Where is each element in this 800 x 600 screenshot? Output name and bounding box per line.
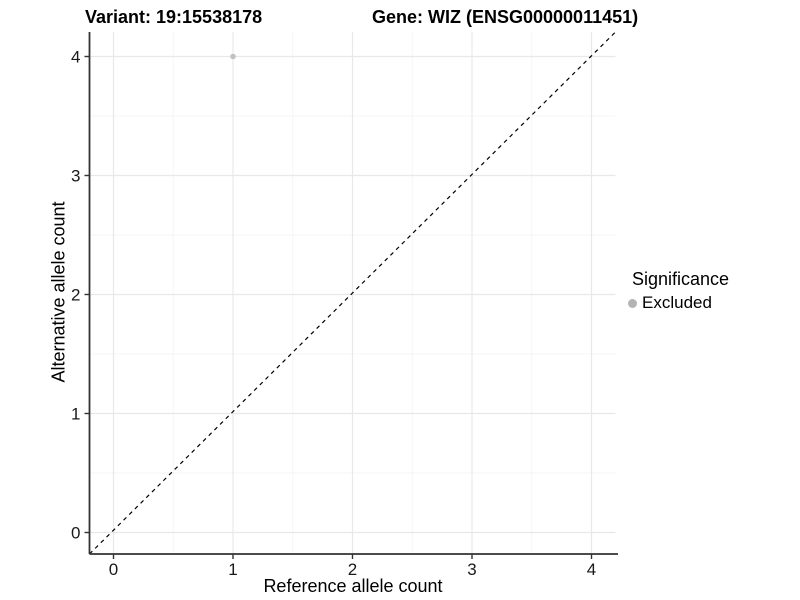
legend-key-dot-icon	[628, 298, 637, 308]
legend-title: Significance	[632, 269, 730, 289]
y-tick-label: 4	[71, 48, 80, 67]
y-tick-label: 1	[71, 405, 80, 424]
legend-entry-excluded: Excluded	[628, 293, 729, 313]
identity-reference-line	[89, 31, 616, 555]
y-tick-label: 0	[71, 524, 80, 543]
y-tick-label: 3	[71, 167, 80, 186]
legend: Significance Excluded	[628, 269, 729, 313]
gene-title: Gene: WIZ (ENSG00000011451)	[372, 7, 639, 27]
y-tick-label: 2	[71, 286, 80, 305]
x-tick-label: 2	[348, 560, 357, 579]
y-axis-label: Alternative allele count	[48, 201, 69, 383]
x-tick-label: 4	[587, 560, 596, 579]
x-tick-label: 0	[109, 560, 118, 579]
x-axis-label: Reference allele count	[263, 576, 443, 596]
x-tick-label: 3	[467, 560, 476, 579]
legend-entry-label: Excluded	[642, 293, 712, 312]
data-point	[230, 53, 236, 60]
x-tick-label: 1	[228, 560, 237, 579]
variant-title: Variant: 19:15538178	[85, 7, 263, 27]
